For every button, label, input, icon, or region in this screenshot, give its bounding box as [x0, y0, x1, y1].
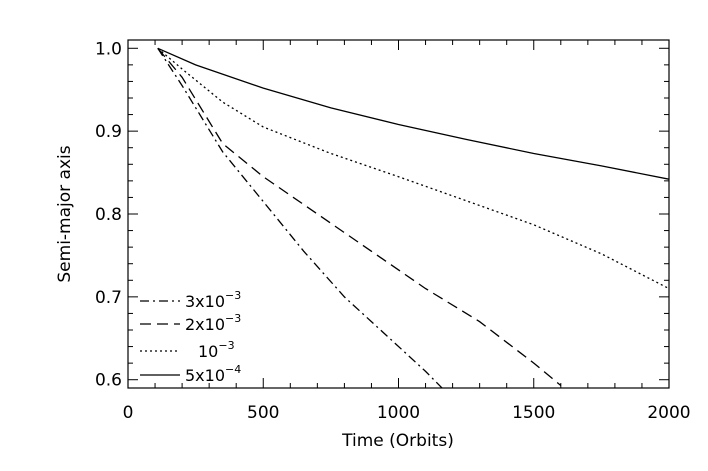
legend-label: 5x10−4 [185, 363, 241, 385]
x-tick-label: 0 [123, 403, 134, 423]
series-line-4 [157, 47, 669, 180]
x-tick-label: 2000 [647, 403, 690, 423]
series-lines [157, 47, 669, 388]
x-tick-label: 1500 [512, 403, 555, 423]
series-line-2 [157, 47, 562, 387]
y-tick-label: 1.0 [95, 39, 122, 59]
axis-ticks [127, 40, 670, 388]
x-tick-label: 500 [247, 403, 279, 423]
series-line-1 [157, 47, 443, 388]
legend-label: 10−3 [198, 339, 235, 361]
axis-tick-labels: 0 500 1000 1500 2000 0.6 0.7 0.8 0.9 1.0 [95, 39, 691, 423]
y-tick-label: 0.6 [95, 371, 122, 391]
y-tick-label: 0.7 [95, 288, 122, 308]
x-axis-label: Time (Orbits) [341, 431, 454, 451]
y-tick-label: 0.9 [95, 122, 122, 142]
x-tick-label: 1000 [377, 403, 420, 423]
y-tick-label: 0.8 [95, 205, 122, 225]
legend-label: 3x10−3 [185, 289, 241, 311]
y-axis-label: Semi-major axis [55, 145, 75, 282]
series-line-3 [157, 47, 669, 290]
plot-frame [127, 39, 670, 389]
legend-label: 2x10−3 [185, 312, 241, 334]
